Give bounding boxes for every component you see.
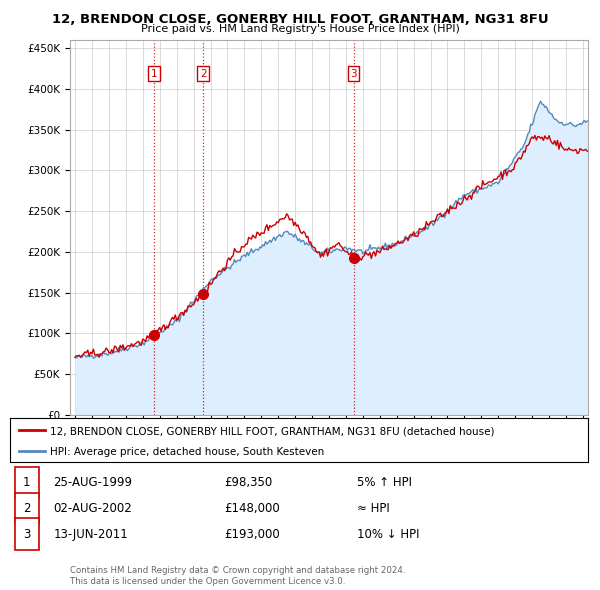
Text: 2: 2	[23, 502, 31, 515]
Text: ≈ HPI: ≈ HPI	[357, 502, 389, 515]
Text: 2: 2	[200, 69, 207, 78]
Text: 12, BRENDON CLOSE, GONERBY HILL FOOT, GRANTHAM, NG31 8FU (detached house): 12, BRENDON CLOSE, GONERBY HILL FOOT, GR…	[50, 426, 495, 436]
Text: 3: 3	[350, 69, 357, 78]
Text: This data is licensed under the Open Government Licence v3.0.: This data is licensed under the Open Gov…	[70, 577, 346, 586]
Text: 12, BRENDON CLOSE, GONERBY HILL FOOT, GRANTHAM, NG31 8FU: 12, BRENDON CLOSE, GONERBY HILL FOOT, GR…	[52, 13, 548, 26]
Text: £98,350: £98,350	[224, 476, 272, 489]
FancyBboxPatch shape	[14, 493, 39, 524]
Text: HPI: Average price, detached house, South Kesteven: HPI: Average price, detached house, Sout…	[50, 447, 325, 457]
Text: 3: 3	[23, 527, 31, 540]
FancyBboxPatch shape	[14, 467, 39, 498]
Text: 02-AUG-2002: 02-AUG-2002	[53, 502, 132, 515]
Text: 1: 1	[23, 476, 31, 489]
Text: Contains HM Land Registry data © Crown copyright and database right 2024.: Contains HM Land Registry data © Crown c…	[70, 566, 406, 575]
Text: 1: 1	[151, 69, 157, 78]
Text: Price paid vs. HM Land Registry's House Price Index (HPI): Price paid vs. HM Land Registry's House …	[140, 24, 460, 34]
Text: 13-JUN-2011: 13-JUN-2011	[53, 527, 128, 540]
Text: 10% ↓ HPI: 10% ↓ HPI	[357, 527, 419, 540]
Text: £148,000: £148,000	[224, 502, 280, 515]
FancyBboxPatch shape	[14, 519, 39, 550]
Text: 25-AUG-1999: 25-AUG-1999	[53, 476, 133, 489]
Text: 5% ↑ HPI: 5% ↑ HPI	[357, 476, 412, 489]
Text: £193,000: £193,000	[224, 527, 280, 540]
